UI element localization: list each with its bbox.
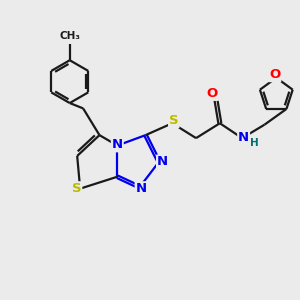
Text: CH₃: CH₃ bbox=[59, 31, 80, 41]
Text: O: O bbox=[269, 68, 281, 81]
Text: N: N bbox=[238, 131, 249, 144]
Text: S: S bbox=[169, 114, 178, 128]
Text: N: N bbox=[157, 155, 168, 168]
Text: S: S bbox=[72, 182, 81, 195]
Text: N: N bbox=[136, 182, 147, 195]
Text: O: O bbox=[207, 87, 218, 100]
Text: H: H bbox=[250, 139, 259, 148]
Text: N: N bbox=[112, 138, 123, 152]
